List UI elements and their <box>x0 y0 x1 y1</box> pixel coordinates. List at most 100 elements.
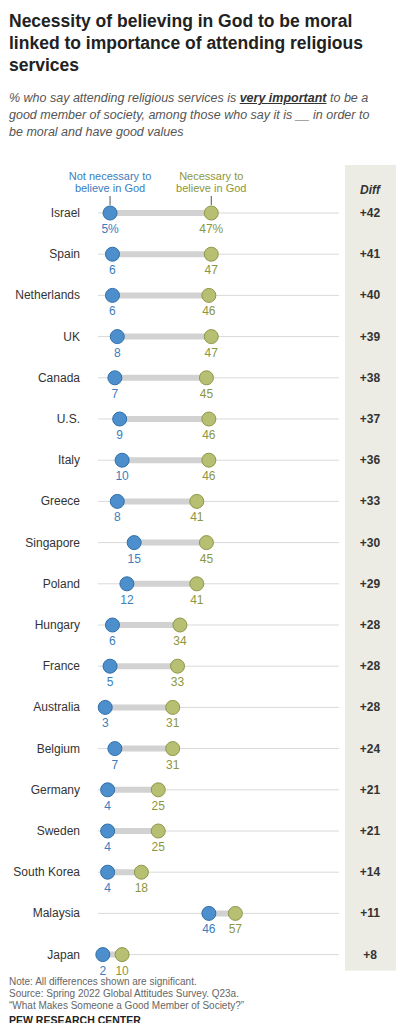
diff-value: +28 <box>360 659 381 673</box>
category-label: Japan <box>47 948 80 962</box>
dot <box>202 453 216 467</box>
data-label: 46 <box>202 428 216 442</box>
dot <box>105 618 119 632</box>
note: Note: All differences shown are signific… <box>9 976 197 987</box>
category-label: Hungary <box>35 618 80 632</box>
connector <box>117 498 197 504</box>
dot <box>202 906 216 920</box>
data-label: 7 <box>112 758 119 772</box>
source-credit: PEW RESEARCH CENTER <box>9 1014 141 1023</box>
connector <box>134 540 206 546</box>
connector <box>115 375 207 381</box>
diff-value: +28 <box>360 700 381 714</box>
legend-line: Not necessary to <box>69 170 152 182</box>
data-label: 6 <box>109 263 116 277</box>
legend-label: Necessary tobelieve in God <box>176 170 246 194</box>
dot <box>202 288 216 302</box>
subtitle-part: very important <box>240 91 327 105</box>
diff-value: +39 <box>360 330 381 344</box>
data-label: 6 <box>109 304 116 318</box>
data-label: 8 <box>114 346 121 360</box>
connector <box>117 334 211 340</box>
row-line <box>98 748 339 749</box>
data-label: 12 <box>120 593 134 607</box>
connector <box>120 416 209 422</box>
dot <box>204 206 218 220</box>
dot <box>108 371 122 385</box>
dot <box>101 865 115 879</box>
connector <box>127 581 197 587</box>
dot <box>115 453 129 467</box>
dot <box>127 536 141 550</box>
dot <box>115 948 129 962</box>
dot <box>199 536 213 550</box>
category-label: Israel <box>51 206 80 220</box>
data-label: 47 <box>205 346 219 360</box>
diff-value: +42 <box>360 206 381 220</box>
dot <box>134 865 148 879</box>
dot <box>199 371 213 385</box>
row-line <box>98 789 339 790</box>
diff-column <box>345 165 396 971</box>
dot <box>204 330 218 344</box>
dot <box>171 659 185 673</box>
row-line <box>98 707 339 708</box>
row-line <box>98 419 339 420</box>
data-label: 45 <box>200 552 214 566</box>
data-label: 57 <box>229 922 243 936</box>
category-label: Netherlands <box>15 288 80 302</box>
dot <box>166 700 180 714</box>
data-label: 7 <box>112 387 119 401</box>
data-label: 4 <box>104 840 111 854</box>
data-label: 46 <box>202 304 216 318</box>
dot <box>108 742 122 756</box>
legend-line: Necessary to <box>179 170 243 182</box>
legend-line: believe in God <box>176 182 246 194</box>
dot <box>103 206 117 220</box>
dot <box>202 412 216 426</box>
data-label: 33 <box>171 675 185 689</box>
dot <box>151 824 165 838</box>
title: Necessity of believing in God to be mora… <box>9 10 389 76</box>
data-label: 6 <box>109 634 116 648</box>
legend-pointer <box>110 196 111 205</box>
connector <box>105 704 172 710</box>
category-label: Malaysia <box>33 906 81 920</box>
subtitle: % who say attending religious services i… <box>9 90 381 141</box>
dot <box>101 783 115 797</box>
category-label: South Korea <box>13 865 80 879</box>
category-label: Germany <box>31 783 80 797</box>
legend-line: believe in God <box>75 182 145 194</box>
category-label: Canada <box>38 371 80 385</box>
note: Source: Spring 2022 Global Attitudes Sur… <box>9 988 239 999</box>
connector <box>108 828 159 834</box>
data-label: 31 <box>166 758 180 772</box>
legend-label: Not necessary tobelieve in God <box>69 170 152 194</box>
diff-value: +40 <box>360 288 381 302</box>
dot <box>103 659 117 673</box>
connector <box>112 251 211 257</box>
dot <box>110 330 124 344</box>
data-label: 10 <box>115 469 129 483</box>
category-label: U.S. <box>57 412 80 426</box>
note: “What Makes Someone a Good Member of Soc… <box>9 1000 244 1011</box>
data-label: 31 <box>166 716 180 730</box>
dot <box>166 742 180 756</box>
diff-value: +29 <box>360 577 381 591</box>
category-label: Poland <box>43 577 80 591</box>
connector <box>110 663 177 669</box>
data-label: 25 <box>152 840 166 854</box>
subtitle-part: % who say attending religious services i… <box>9 91 240 105</box>
data-label: 47% <box>199 222 223 236</box>
data-label: 3 <box>102 716 109 730</box>
dot <box>113 412 127 426</box>
row-line <box>98 831 339 832</box>
category-label: Singapore <box>25 536 80 550</box>
data-label: 41 <box>190 510 204 524</box>
row-line <box>98 625 339 626</box>
data-label: 41 <box>190 593 204 607</box>
diff-value: +41 <box>360 247 381 261</box>
category-label: Belgium <box>37 742 80 756</box>
dot <box>105 288 119 302</box>
data-label: 45 <box>200 387 214 401</box>
